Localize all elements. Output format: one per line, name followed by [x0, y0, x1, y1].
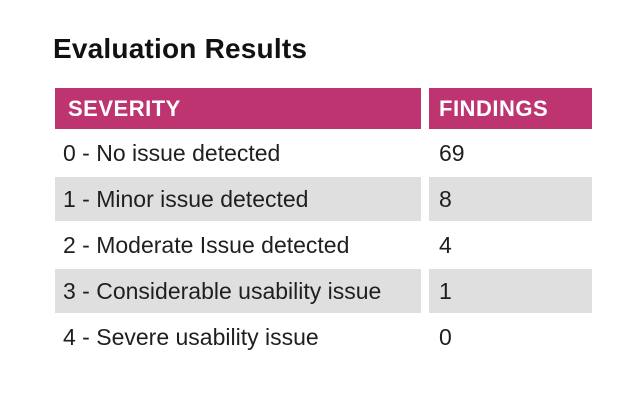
table-header-row: SEVERITY FINDINGS	[55, 88, 592, 131]
page-title: Evaluation Results	[53, 33, 308, 64]
findings-cell: 69	[429, 131, 592, 177]
findings-cell: 1	[429, 269, 592, 315]
table-row: 2 - Moderate Issue detected 4	[55, 223, 592, 269]
findings-cell: 8	[429, 177, 592, 223]
severity-cell: 3 - Considerable usability issue	[55, 269, 429, 315]
findings-cell: 0	[429, 315, 592, 361]
column-header-severity: SEVERITY	[55, 88, 429, 131]
table-row: 0 - No issue detected 69	[55, 131, 592, 177]
results-table: SEVERITY FINDINGS 0 - No issue detected …	[55, 88, 592, 361]
findings-cell: 4	[429, 223, 592, 269]
column-header-findings: FINDINGS	[429, 88, 592, 131]
table-row: 4 - Severe usability issue 0	[55, 315, 592, 361]
severity-cell: 0 - No issue detected	[55, 131, 429, 177]
severity-cell: 4 - Severe usability issue	[55, 315, 429, 361]
table-row: 1 - Minor issue detected 8	[55, 177, 592, 223]
severity-cell: 1 - Minor issue detected	[55, 177, 429, 223]
severity-cell: 2 - Moderate Issue detected	[55, 223, 429, 269]
table-row: 3 - Considerable usability issue 1	[55, 269, 592, 315]
